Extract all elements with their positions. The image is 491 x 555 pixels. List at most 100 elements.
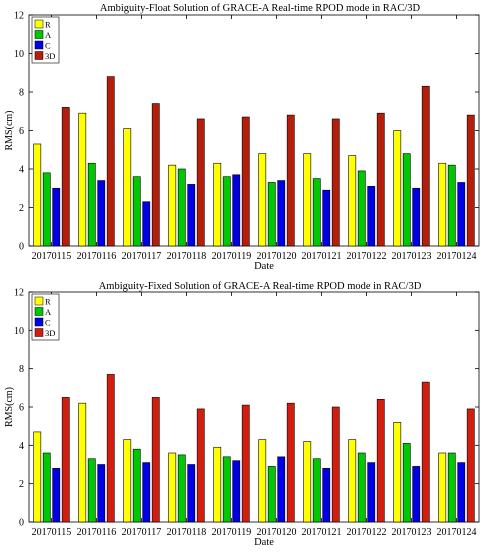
bar-3d-20170116 [106,374,115,523]
x-tick-label: 20170122 [347,527,387,538]
bar-c-20170115 [52,468,61,523]
x-tick-label: 20170120 [257,251,297,262]
bar-c-20170123 [412,466,421,523]
x-tick-label: 20170123 [392,527,432,538]
bar-r-20170116 [78,402,87,523]
bar-a-20170116 [87,458,96,523]
y-axis-label: RMS(cm) [4,111,15,151]
bar-3d-20170117 [151,103,160,247]
bar-a-20170118 [177,168,186,247]
y-tick-label: 12 [14,11,24,22]
plot-area [28,291,480,523]
legend-swatch-c [34,40,44,50]
bar-3d-20170117 [151,397,160,523]
legend-label-r: R [45,20,51,30]
legend-label-a: A [45,30,52,40]
bar-c-20170120 [277,180,286,247]
bar-r-20170123 [393,422,402,523]
legend-label-c: C [45,41,51,51]
bar-c-20170124 [457,462,466,523]
legend-label-3d: 3D [45,51,55,61]
legend-swatch-c [34,317,44,327]
bar-a-20170121 [312,458,321,523]
bar-3d-20170116 [106,76,115,247]
legend-swatch-r [34,19,44,29]
bar-r-20170115 [33,431,42,523]
bar-r-20170123 [393,130,402,247]
bar-r-20170117 [123,128,132,247]
x-axis-label: Date [254,261,274,272]
x-tick-label: 20170115 [32,527,72,538]
chart-panel-1: 0 2 4 6 8 10 12 20170115 20170116 20170117 2017011… [4,3,480,272]
chart-title: Ambiguity-Float Solution of GRACE-A Real… [100,3,421,14]
x-axis-label: Date [254,537,274,548]
bar-3d-20170115 [61,107,70,247]
bar-r-20170115 [33,143,42,247]
bar-c-20170115 [52,187,61,247]
bar-a-20170116 [87,162,96,247]
bar-3d-20170123 [421,85,430,247]
bar-c-20170122 [367,186,376,247]
bar-3d-20170119 [241,116,250,247]
bar-r-20170118 [168,164,177,247]
bar-r-20170122 [348,155,357,247]
y-tick-label: 2 [19,479,24,490]
bar-r-20170116 [78,112,87,247]
x-tick-label: 20170116 [77,251,117,262]
bar-3d-20170118 [196,408,205,523]
legend-swatch-a [34,307,44,316]
y-axis-label: RMS(cm) [4,387,15,427]
bar-r-20170119 [213,446,222,523]
bar-3d-20170122 [376,112,385,247]
legend-label-a: A [45,307,52,317]
bar-a-20170118 [177,454,186,523]
bar-c-20170119 [232,460,241,523]
bar-a-20170117 [132,448,141,523]
bar-3d-20170119 [241,404,250,523]
bar-a-20170123 [402,153,411,247]
bar-3d-20170121 [331,118,340,247]
x-tick-label: 20170121 [302,251,342,262]
bar-a-20170122 [357,452,366,523]
x-tick-label: 20170117 [122,527,162,538]
x-tick-label: 20170118 [167,251,207,262]
bar-c-20170118 [187,184,196,247]
x-tick-label: 20170124 [437,527,477,538]
y-tick-label: 10 [14,326,24,337]
bar-3d-20170118 [196,118,205,247]
bar-c-20170116 [97,180,106,247]
bar-a-20170119 [222,176,231,247]
bar-a-20170121 [312,178,321,247]
y-tick-label: 0 [19,518,24,529]
x-tick-label: 20170115 [32,251,72,262]
bar-a-20170115 [42,172,51,247]
legend-swatch-a [34,30,44,39]
y-tick-label: 2 [19,203,24,214]
legend-swatch-3d [34,51,44,60]
bar-3d-20170120 [286,402,295,523]
x-tick-label: 20170123 [392,251,432,262]
bar-3d-20170121 [331,406,340,523]
bar-a-20170115 [42,452,51,523]
bar-3d-20170115 [61,397,70,523]
bar-a-20170123 [402,443,411,523]
bar-a-20170120 [267,182,276,247]
bar-c-20170123 [412,187,421,247]
bar-c-20170121 [322,468,331,523]
bar-r-20170118 [168,452,177,523]
bar-a-20170122 [357,170,366,247]
y-tick-label: 6 [19,126,24,137]
x-tick-label: 20170119 [212,251,252,262]
legend-label-3d: 3D [45,328,55,338]
bar-a-20170117 [132,176,141,247]
bar-c-20170117 [142,462,151,523]
y-tick-label: 8 [19,88,24,99]
bar-a-20170119 [222,456,231,523]
y-tick-label: 8 [19,364,24,375]
bar-r-20170121 [303,153,312,247]
bar-r-20170124 [438,452,447,523]
bar-a-20170120 [267,466,276,523]
x-tick-label: 20170122 [347,251,387,262]
